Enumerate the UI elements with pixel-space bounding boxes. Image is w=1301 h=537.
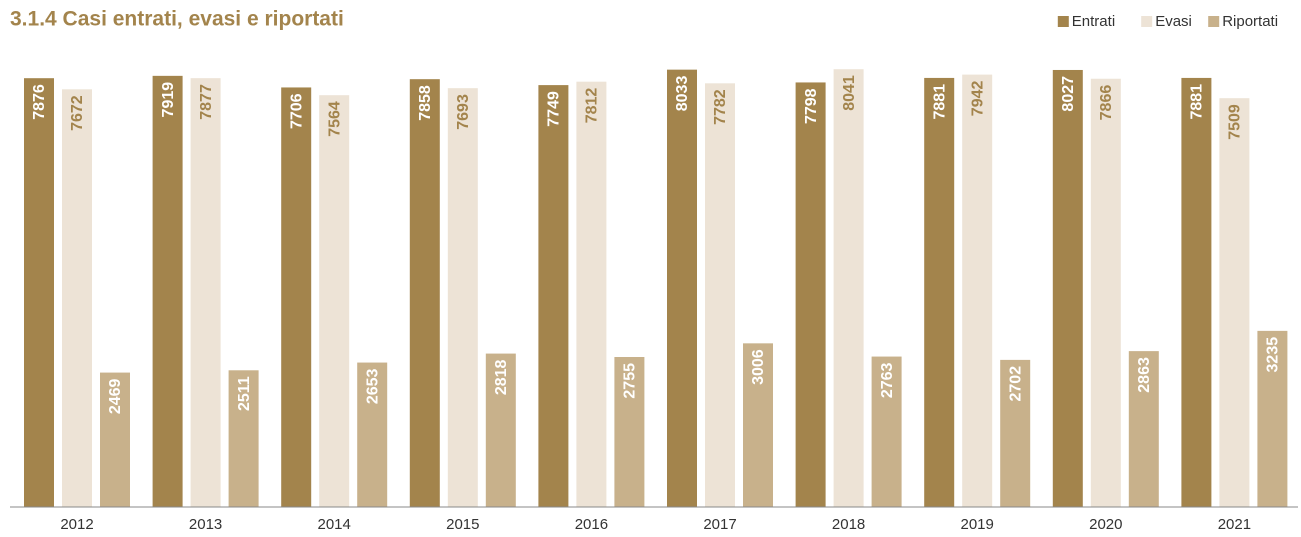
bar (100, 372, 130, 507)
legend-label: Evasi (1155, 13, 1192, 30)
bar (319, 95, 350, 507)
bar (190, 78, 221, 507)
x-tick-label: 2013 (189, 516, 222, 533)
legend-swatch (1208, 16, 1220, 27)
data-label: 7876 (31, 84, 48, 120)
data-label: 2511 (236, 376, 253, 411)
data-label: 7672 (69, 95, 86, 131)
bar (924, 77, 955, 507)
x-tick-label: 2012 (60, 516, 93, 533)
bar (962, 74, 993, 507)
data-label: 7564 (326, 101, 343, 137)
data-label: 2818 (493, 359, 510, 395)
bar (705, 83, 735, 508)
x-tick-label: 2019 (961, 516, 994, 533)
legend-label: Riportati (1222, 13, 1278, 30)
x-tick-label: 2016 (575, 516, 608, 533)
x-tick-label: 2020 (1089, 516, 1122, 533)
bar (538, 85, 569, 508)
data-label: 7866 (1098, 85, 1115, 121)
data-label: 7782 (712, 89, 729, 125)
x-tick-label: 2017 (703, 516, 736, 533)
bar (485, 353, 516, 507)
bar (152, 75, 183, 508)
bar (871, 356, 902, 507)
legend-swatch (1141, 16, 1153, 27)
data-label: 8033 (674, 76, 691, 112)
x-tick-label: 2014 (318, 516, 351, 533)
bar (667, 69, 697, 508)
data-label: 3235 (1265, 337, 1282, 373)
data-label: 7706 (288, 93, 305, 129)
bar (614, 357, 645, 507)
bar (795, 82, 826, 507)
data-label: 2469 (107, 378, 124, 414)
data-label: 8027 (1060, 76, 1077, 112)
bar (833, 69, 864, 507)
bar (62, 89, 92, 508)
data-label: 7858 (417, 85, 434, 121)
data-label: 2755 (622, 363, 639, 399)
data-label: 2763 (879, 362, 896, 398)
data-label: 7877 (198, 84, 215, 120)
data-label: 7812 (584, 88, 601, 124)
bar (409, 79, 440, 508)
data-label: 2702 (1007, 366, 1024, 402)
data-label: 7693 (455, 94, 472, 130)
bar (1219, 98, 1250, 507)
data-label: 7798 (803, 88, 820, 124)
bar (1090, 78, 1121, 508)
chart-title: 3.1.4 Casi entrati, evasi e riportati (10, 8, 344, 31)
bar (1128, 351, 1159, 507)
legend-swatch (1057, 16, 1069, 27)
bar (228, 370, 259, 507)
data-label: 7749 (546, 91, 563, 127)
bar (24, 78, 54, 507)
bar (576, 81, 607, 508)
data-label: 7509 (1227, 104, 1244, 140)
data-label: 7942 (969, 81, 986, 117)
bar (447, 88, 478, 508)
x-tick-label: 2015 (446, 516, 479, 533)
data-label: 7919 (160, 82, 177, 118)
bar (1000, 359, 1031, 507)
bar (1052, 69, 1083, 508)
bar (743, 343, 773, 507)
bar (357, 362, 388, 507)
data-label: 7881 (1189, 84, 1206, 120)
bar (1257, 330, 1288, 507)
bar (1181, 77, 1212, 507)
x-tick-label: 2018 (832, 516, 865, 533)
data-label: 3006 (750, 349, 767, 385)
x-tick-label: 2021 (1218, 516, 1251, 533)
data-label: 7881 (931, 84, 948, 120)
data-label: 8041 (841, 75, 858, 111)
legend-label: Entrati (1072, 13, 1115, 30)
bar (281, 87, 312, 507)
data-label: 2863 (1136, 357, 1153, 393)
data-label: 2653 (364, 368, 381, 404)
